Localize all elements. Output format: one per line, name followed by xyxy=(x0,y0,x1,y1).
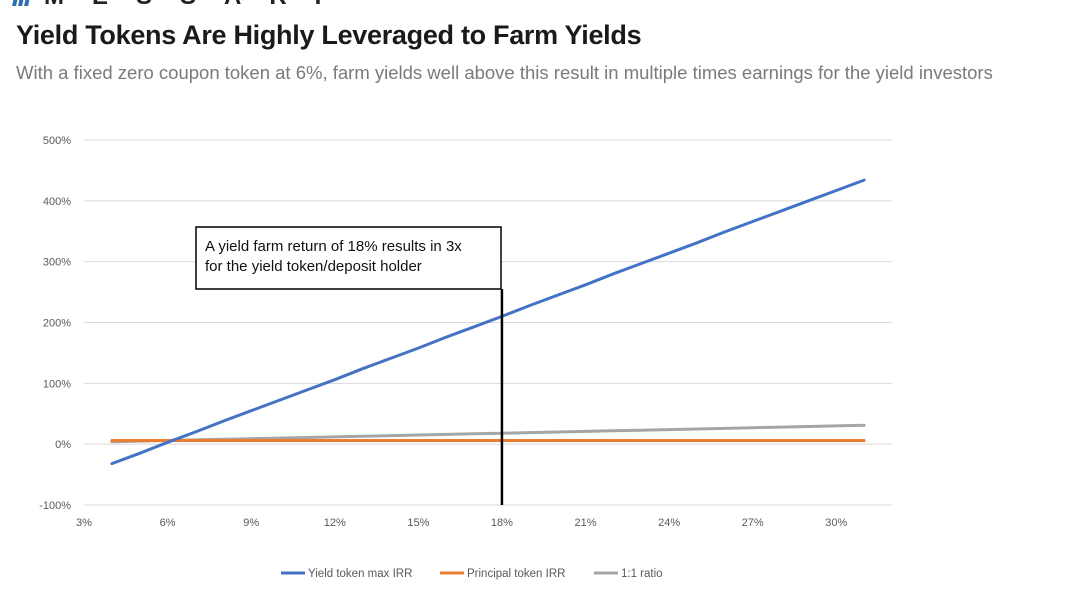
x-tick-label: 18% xyxy=(491,517,513,529)
messari-logo: MESSARI xyxy=(12,0,349,11)
x-tick-label: 12% xyxy=(324,517,346,529)
annotation-text-line2: for the yield token/deposit holder xyxy=(205,258,422,275)
x-tick-label: 9% xyxy=(243,517,259,529)
y-tick-label: 500% xyxy=(43,135,71,147)
y-tick-label: 200% xyxy=(43,318,71,330)
chart-title: Yield Tokens Are Highly Leveraged to Far… xyxy=(16,20,642,50)
series-line-0 xyxy=(110,178,866,466)
y-tick-label: 0% xyxy=(55,439,71,451)
legend-label: 1:1 ratio xyxy=(621,568,663,580)
x-tick-label: 15% xyxy=(407,517,429,529)
x-tick-label: 21% xyxy=(575,517,597,529)
legend-label: Principal token IRR xyxy=(467,568,565,580)
x-tick-label: 27% xyxy=(742,517,764,529)
x-tick-label: 30% xyxy=(825,517,847,529)
x-tick-label: 24% xyxy=(658,517,680,529)
legend-label: Yield token max IRR xyxy=(308,568,412,580)
messari-wordmark: MESSARI xyxy=(44,0,349,11)
annotation-text-line1: A yield farm return of 18% results in 3x xyxy=(205,238,462,255)
annotation-box xyxy=(195,226,502,290)
y-tick-label: -100% xyxy=(39,500,71,512)
x-tick-label: 6% xyxy=(160,517,176,529)
chart-subtitle: With a fixed zero coupon token at 6%, fa… xyxy=(16,62,993,83)
y-tick-label: 100% xyxy=(43,378,71,390)
y-tick-label: 300% xyxy=(43,257,71,269)
x-tick-label: 3% xyxy=(76,517,92,529)
y-tick-label: 400% xyxy=(43,196,71,208)
